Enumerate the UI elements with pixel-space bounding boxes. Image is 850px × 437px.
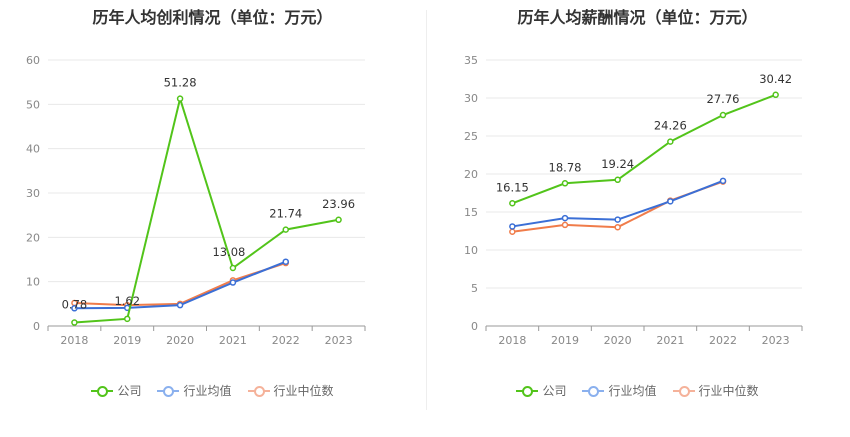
y-tick-label: 20 bbox=[464, 168, 478, 181]
legend-item-industry-mean[interactable]: 行业均值 bbox=[157, 382, 232, 399]
data-point[interactable] bbox=[176, 301, 184, 309]
x-tick-label: 2021 bbox=[219, 334, 247, 347]
legend-industry-median-label: 行业中位数 bbox=[698, 384, 759, 398]
profit-chart-legend: 公司 行业均值 行业中位数 bbox=[0, 382, 425, 399]
data-point[interactable] bbox=[614, 223, 621, 231]
x-tick-label: 2018 bbox=[498, 334, 526, 347]
data-label: 23.96 bbox=[322, 197, 355, 211]
salary-chart-title: 历年人均薪酬情况（单位：万元） bbox=[517, 8, 758, 27]
profit-chart-plot: 0 10 20 30 40 50 60 2018 2019 2020 2021 2022 2023 0.7… bbox=[26, 54, 366, 347]
data-point[interactable] bbox=[509, 228, 516, 236]
data-label: 19.24 bbox=[601, 157, 634, 171]
y-tick-label: 10 bbox=[464, 244, 478, 257]
series-line-0 bbox=[74, 94, 339, 324]
data-point[interactable] bbox=[176, 95, 184, 102]
y-tick-label: 50 bbox=[26, 98, 40, 111]
legend-industry-mean-swatch bbox=[157, 385, 180, 397]
x-tick-label: 2020 bbox=[604, 334, 632, 347]
legend-item-company[interactable]: 公司 bbox=[91, 382, 141, 399]
data-point[interactable] bbox=[561, 214, 569, 222]
data-point[interactable] bbox=[124, 315, 131, 323]
data-point[interactable] bbox=[282, 258, 289, 265]
salary-chart-legend: 公司 行业均值 行业中位数 bbox=[425, 382, 850, 399]
data-label: 21.74 bbox=[269, 207, 302, 221]
y-tick-label: 30 bbox=[26, 187, 40, 200]
data-point[interactable] bbox=[509, 223, 516, 230]
y-tick-label: 0 bbox=[33, 320, 40, 333]
y-tick-label: 0 bbox=[471, 320, 478, 333]
legend-company-swatch bbox=[516, 385, 539, 397]
profit-chart-panel: 历年人均创利情况（单位：万元） 0 10 20 30 40 50 60 2018 2019 202… bbox=[0, 8, 425, 399]
y-tick-label: 60 bbox=[26, 54, 40, 67]
data-label: 24.26 bbox=[654, 119, 687, 133]
legend-item-industry-median[interactable]: 行业中位数 bbox=[247, 382, 334, 399]
legend-industry-mean-label: 行业均值 bbox=[183, 384, 232, 398]
series-line-2 bbox=[74, 262, 287, 307]
data-point[interactable] bbox=[282, 226, 289, 233]
data-label: 1.62 bbox=[114, 294, 140, 308]
x-tick-label: 2022 bbox=[272, 334, 300, 347]
panel-divider bbox=[426, 10, 427, 410]
series-line-0 bbox=[511, 93, 777, 205]
y-tick-label: 40 bbox=[26, 143, 40, 156]
y-tick-label: 30 bbox=[464, 92, 478, 105]
legend-company-swatch bbox=[91, 385, 114, 397]
data-point[interactable] bbox=[561, 180, 569, 187]
y-tick-label: 5 bbox=[471, 282, 478, 295]
data-point[interactable] bbox=[719, 111, 727, 119]
data-label: 30.42 bbox=[759, 72, 792, 86]
data-point[interactable] bbox=[667, 138, 674, 145]
legend-industry-mean-label: 行业均值 bbox=[608, 384, 657, 398]
profit-chart-title: 历年人均创利情况（单位：万元） bbox=[92, 8, 333, 27]
data-point[interactable] bbox=[614, 176, 621, 184]
y-tick-label: 15 bbox=[464, 206, 478, 219]
data-label: 16.15 bbox=[496, 180, 529, 194]
legend-company-label: 公司 bbox=[542, 384, 567, 398]
legend-industry-median-swatch bbox=[247, 385, 270, 397]
x-tick-label: 2018 bbox=[60, 334, 88, 347]
legend-item-industry-median[interactable]: 行业中位数 bbox=[672, 382, 759, 399]
x-tick-label: 2020 bbox=[166, 334, 194, 347]
legend-industry-median-label: 行业中位数 bbox=[273, 384, 334, 398]
data-point[interactable] bbox=[509, 200, 516, 207]
data-point[interactable] bbox=[229, 264, 237, 272]
y-tick-label: 10 bbox=[26, 276, 40, 289]
data-label: 13.08 bbox=[212, 245, 245, 259]
data-point[interactable] bbox=[772, 91, 779, 99]
data-point[interactable] bbox=[667, 198, 674, 205]
data-label: 27.76 bbox=[707, 92, 740, 106]
y-tick-label: 20 bbox=[26, 231, 40, 244]
data-point[interactable] bbox=[71, 305, 78, 312]
y-tick-label: 25 bbox=[464, 130, 478, 143]
x-tick-label: 2019 bbox=[551, 334, 579, 347]
x-tick-label: 2021 bbox=[656, 334, 684, 347]
data-label: 18.78 bbox=[549, 160, 582, 174]
x-tick-label: 2022 bbox=[709, 334, 737, 347]
legend-company-label: 公司 bbox=[117, 384, 142, 398]
data-label: 0.78 bbox=[62, 298, 88, 312]
data-point[interactable] bbox=[719, 177, 727, 185]
data-label: 51.28 bbox=[164, 76, 197, 90]
y-tick-label: 35 bbox=[464, 54, 478, 67]
data-point[interactable] bbox=[71, 319, 78, 326]
data-point[interactable] bbox=[229, 279, 237, 286]
x-tick-label: 2023 bbox=[325, 334, 353, 347]
x-tick-label: 2023 bbox=[762, 334, 790, 347]
salary-chart-panel: 历年人均薪酬情况（单位：万元） 0 5 10 15 20 25 30 35 2018 2019 20… bbox=[425, 0, 850, 437]
legend-industry-median-swatch bbox=[672, 385, 695, 397]
data-point[interactable] bbox=[614, 216, 621, 223]
data-point[interactable] bbox=[561, 221, 569, 229]
legend-industry-mean-swatch bbox=[582, 385, 605, 397]
salary-chart-plot: 0 5 10 15 20 25 30 35 2018 2019 2020 2021 2022 2023 16… bbox=[464, 54, 803, 347]
legend-item-industry-mean[interactable]: 行业均值 bbox=[582, 382, 657, 399]
data-point[interactable] bbox=[335, 216, 342, 224]
legend-item-company[interactable]: 公司 bbox=[516, 382, 566, 399]
x-tick-label: 2019 bbox=[113, 334, 141, 347]
